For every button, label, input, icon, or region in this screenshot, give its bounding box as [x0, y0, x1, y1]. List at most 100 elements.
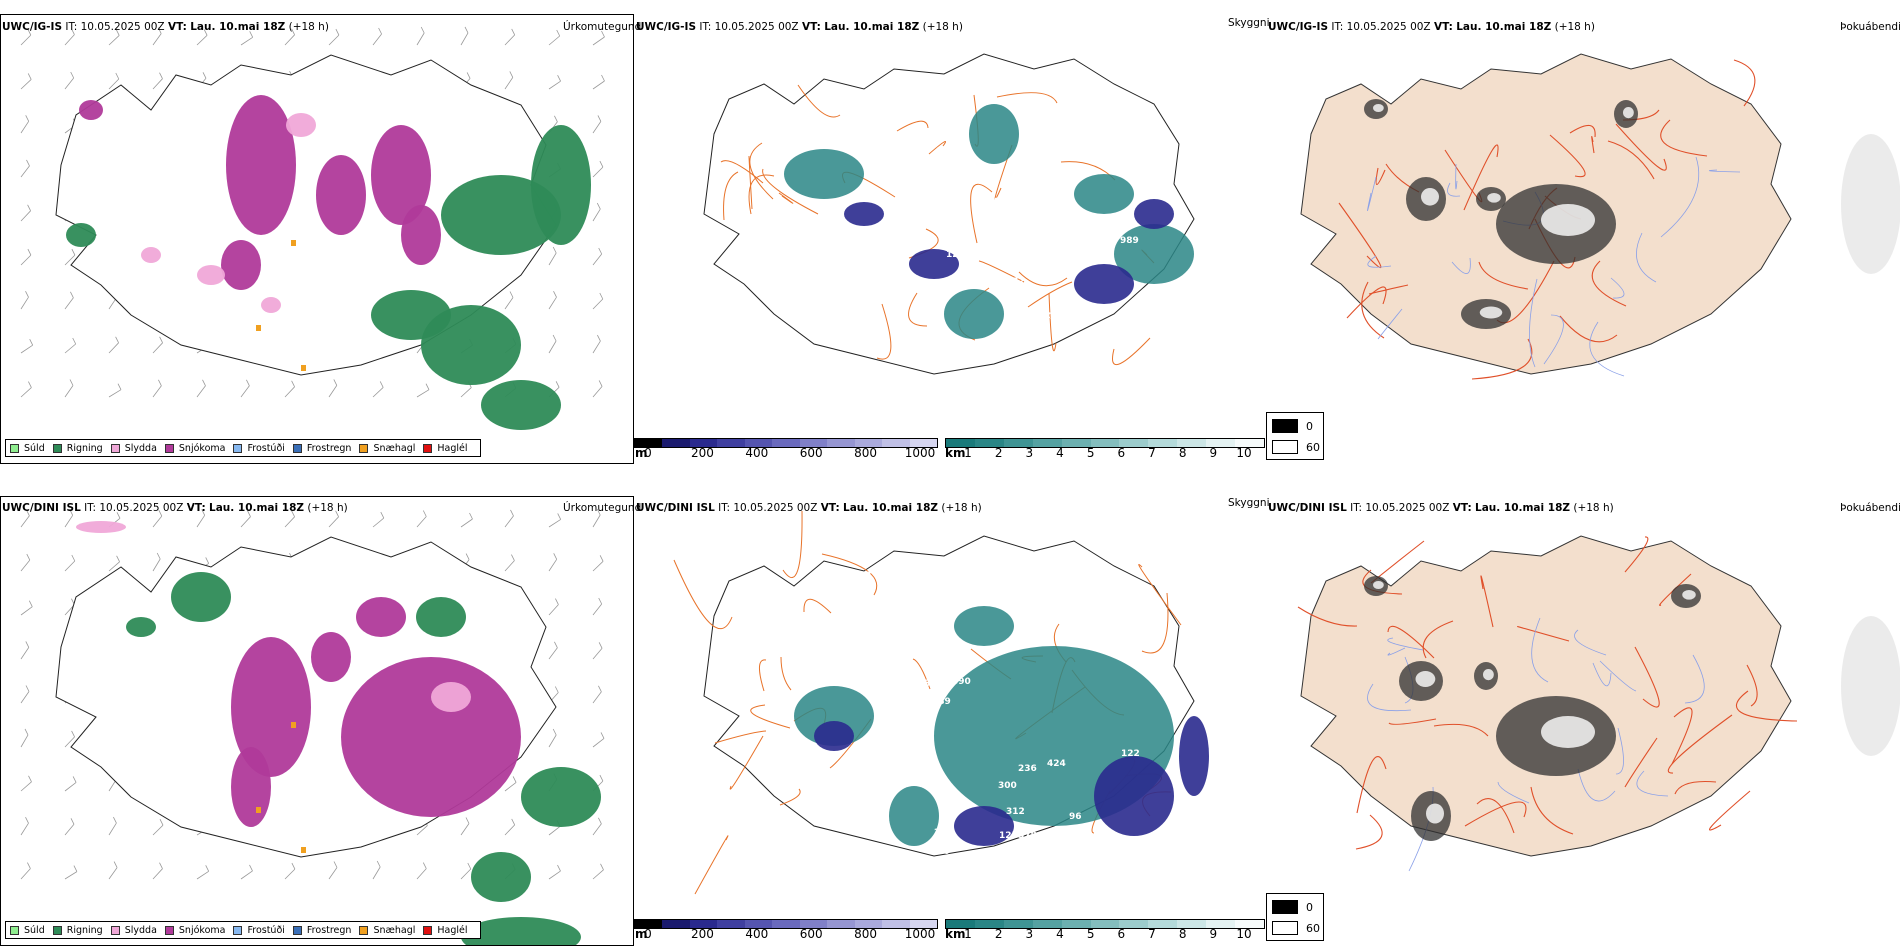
- wind-barb: [460, 512, 473, 528]
- colorbar-tick: 5: [1086, 446, 1095, 460]
- cloud-base-label: 73: [1049, 312, 1062, 322]
- legend-swatch: [52, 443, 62, 453]
- road-line: [1048, 292, 1057, 352]
- wind-barb: [372, 381, 384, 398]
- road-line: [748, 174, 775, 215]
- legend-swatch: [292, 443, 302, 453]
- wind-barb: [328, 379, 338, 398]
- cloud-base-label: 229: [949, 135, 968, 145]
- cloud-panel-1: 132 229 572 228 109 508 847 175 120 31 82 119 72 161 9…: [634, 14, 1266, 464]
- river-line: [1636, 232, 1657, 283]
- vt-label: VT:: [167, 21, 187, 33]
- legend-item: Frostúði: [233, 925, 285, 936]
- fog-road-line: [1361, 281, 1385, 339]
- wind-barb: [152, 27, 162, 46]
- low-cloud-area: [1074, 264, 1134, 304]
- fog-highlight: [1373, 581, 1384, 589]
- river-line: [1455, 163, 1458, 190]
- cloud-base-label: 228: [952, 147, 971, 157]
- it-label: IT:: [84, 502, 97, 514]
- cloud-base-label: 109: [934, 159, 953, 169]
- road-line: [1112, 337, 1151, 366]
- fog-road-line: [1660, 119, 1708, 157]
- colorbar-step: [744, 439, 773, 447]
- wind-barb: [20, 775, 32, 792]
- cloud-base-label: 76: [853, 755, 866, 765]
- wind-barb: [548, 598, 559, 616]
- river-line: [1497, 781, 1530, 804]
- graupel-area: [301, 847, 306, 853]
- wind-barb: [328, 28, 340, 46]
- wind-barb: [20, 28, 32, 46]
- cloud-base-label: 312: [1006, 807, 1025, 817]
- wind-barb: [504, 291, 514, 310]
- panel-title-fog-2: Þokuábendi: [1840, 502, 1900, 514]
- colorbar-tick: 0: [644, 446, 652, 460]
- fog-road-line: [1346, 286, 1387, 319]
- fog-panel-2: [1266, 496, 1900, 946]
- lead-time: (+18 h): [307, 502, 348, 514]
- legend-label: Snjókoma: [178, 924, 226, 936]
- fog-road-line: [1464, 801, 1527, 827]
- precip-area: [261, 297, 281, 313]
- precip-area: [531, 125, 591, 245]
- cloud-base-label: 689: [932, 697, 951, 707]
- wind-barb: [240, 31, 254, 46]
- cloud-base-label: 71: [927, 864, 940, 874]
- visibility-colorbar-1: [945, 438, 1265, 448]
- model-name: UWC/IG-IS: [1268, 21, 1329, 33]
- cloud-base-label: 67: [859, 571, 872, 581]
- fog-road-line: [1674, 780, 1717, 795]
- fog-road-line: [1338, 202, 1382, 268]
- colorbar-tick: 5: [1086, 927, 1095, 941]
- wind-barb: [20, 553, 31, 572]
- fog-road-line: [1480, 575, 1494, 628]
- wind-barb: [504, 818, 516, 836]
- wind-barb: [240, 864, 253, 880]
- wind-barb: [64, 554, 76, 572]
- wind-barb: [20, 115, 30, 134]
- wind-barb: [548, 291, 557, 310]
- colorbar-step: [1032, 920, 1062, 928]
- panel-title-cloud-2: Skyggni: [1228, 497, 1270, 509]
- road-line: [778, 192, 794, 204]
- low-cloud-area: [1094, 756, 1174, 836]
- cloud-base-label: 44: [944, 379, 957, 389]
- model-name: UWC/IG-IS: [636, 21, 697, 33]
- visibility-area: [969, 104, 1019, 164]
- legend-swatch: [423, 925, 433, 935]
- river-line: [1377, 308, 1403, 340]
- legend-item: Súld: [10, 443, 45, 454]
- cloud-base-label: 22: [934, 828, 947, 838]
- it-value: 10.05.2025 00Z: [99, 502, 184, 514]
- legend-swatch: [110, 925, 120, 935]
- wind-barb: [504, 28, 516, 46]
- cloud-base-label: 82: [849, 270, 862, 280]
- colorbar-step: [1206, 439, 1236, 447]
- fog-road-line: [1624, 536, 1649, 573]
- road-line: [780, 656, 792, 691]
- cloud-base-label: 61: [1039, 831, 1052, 841]
- precip-area: [461, 917, 581, 945]
- cloud-base-label: 96: [960, 377, 973, 387]
- colorbar-tick: 1: [964, 927, 972, 941]
- low-cloud-area: [954, 806, 1014, 846]
- river-line: [1387, 637, 1424, 651]
- road-line: [762, 168, 819, 215]
- wind-barb: [284, 862, 296, 880]
- cloud-base-label: 291: [899, 739, 918, 749]
- wind-barb: [548, 246, 557, 266]
- cloud-base-label: 367: [889, 573, 908, 583]
- colorbar-step: [717, 920, 745, 928]
- wind-barb: [20, 248, 32, 266]
- colorbar-tick: 7: [1148, 446, 1156, 460]
- cloud-base-label: 72: [1012, 277, 1025, 287]
- wind-barb: [548, 553, 558, 572]
- low-cloud-area: [909, 249, 959, 279]
- wind-barb: [460, 862, 472, 880]
- wind-barb: [592, 30, 605, 46]
- wind-barb: [284, 28, 295, 46]
- precip-area: [171, 572, 231, 622]
- legend-item: Snæhagl: [359, 443, 415, 454]
